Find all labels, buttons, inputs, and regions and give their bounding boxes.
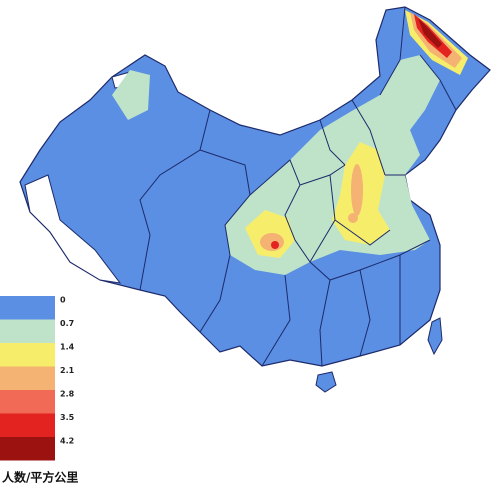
legend-swatch: [0, 296, 55, 320]
taiwan-island: [427, 317, 443, 356]
legend-swatch: [0, 437, 55, 461]
legend-swatch: [0, 319, 55, 343]
legend-label: 1.4: [60, 343, 75, 352]
legend-swatch: [0, 390, 55, 414]
legend-unit: 人数/平方公里: [2, 470, 78, 485]
medium-density-region: [112, 70, 150, 120]
blank-region: [24, 174, 122, 284]
legend-label: 4.2: [60, 437, 74, 446]
legend-swatch: [0, 366, 55, 390]
legend-swatch: [0, 343, 55, 367]
legend-swatch: [0, 413, 55, 437]
very-high-density-region: [351, 164, 363, 216]
legend-label: 2.8: [60, 390, 75, 399]
hainan-island: [315, 371, 337, 393]
peak-density-region: [271, 241, 279, 249]
legend-label: 0.7: [60, 319, 74, 328]
china-map: [19, 6, 491, 393]
peak-density-region: [418, 18, 442, 48]
legend: 0 0.7 1.4 2.1 2.8 3.5 4.2: [0, 296, 75, 461]
legend-label: 0: [60, 296, 66, 305]
very-high-density-region: [260, 233, 284, 251]
very-high-density-region: [348, 213, 358, 223]
legend-label: 2.1: [60, 366, 75, 375]
legend-label: 3.5: [60, 413, 75, 422]
province-border: [139, 6, 457, 367]
